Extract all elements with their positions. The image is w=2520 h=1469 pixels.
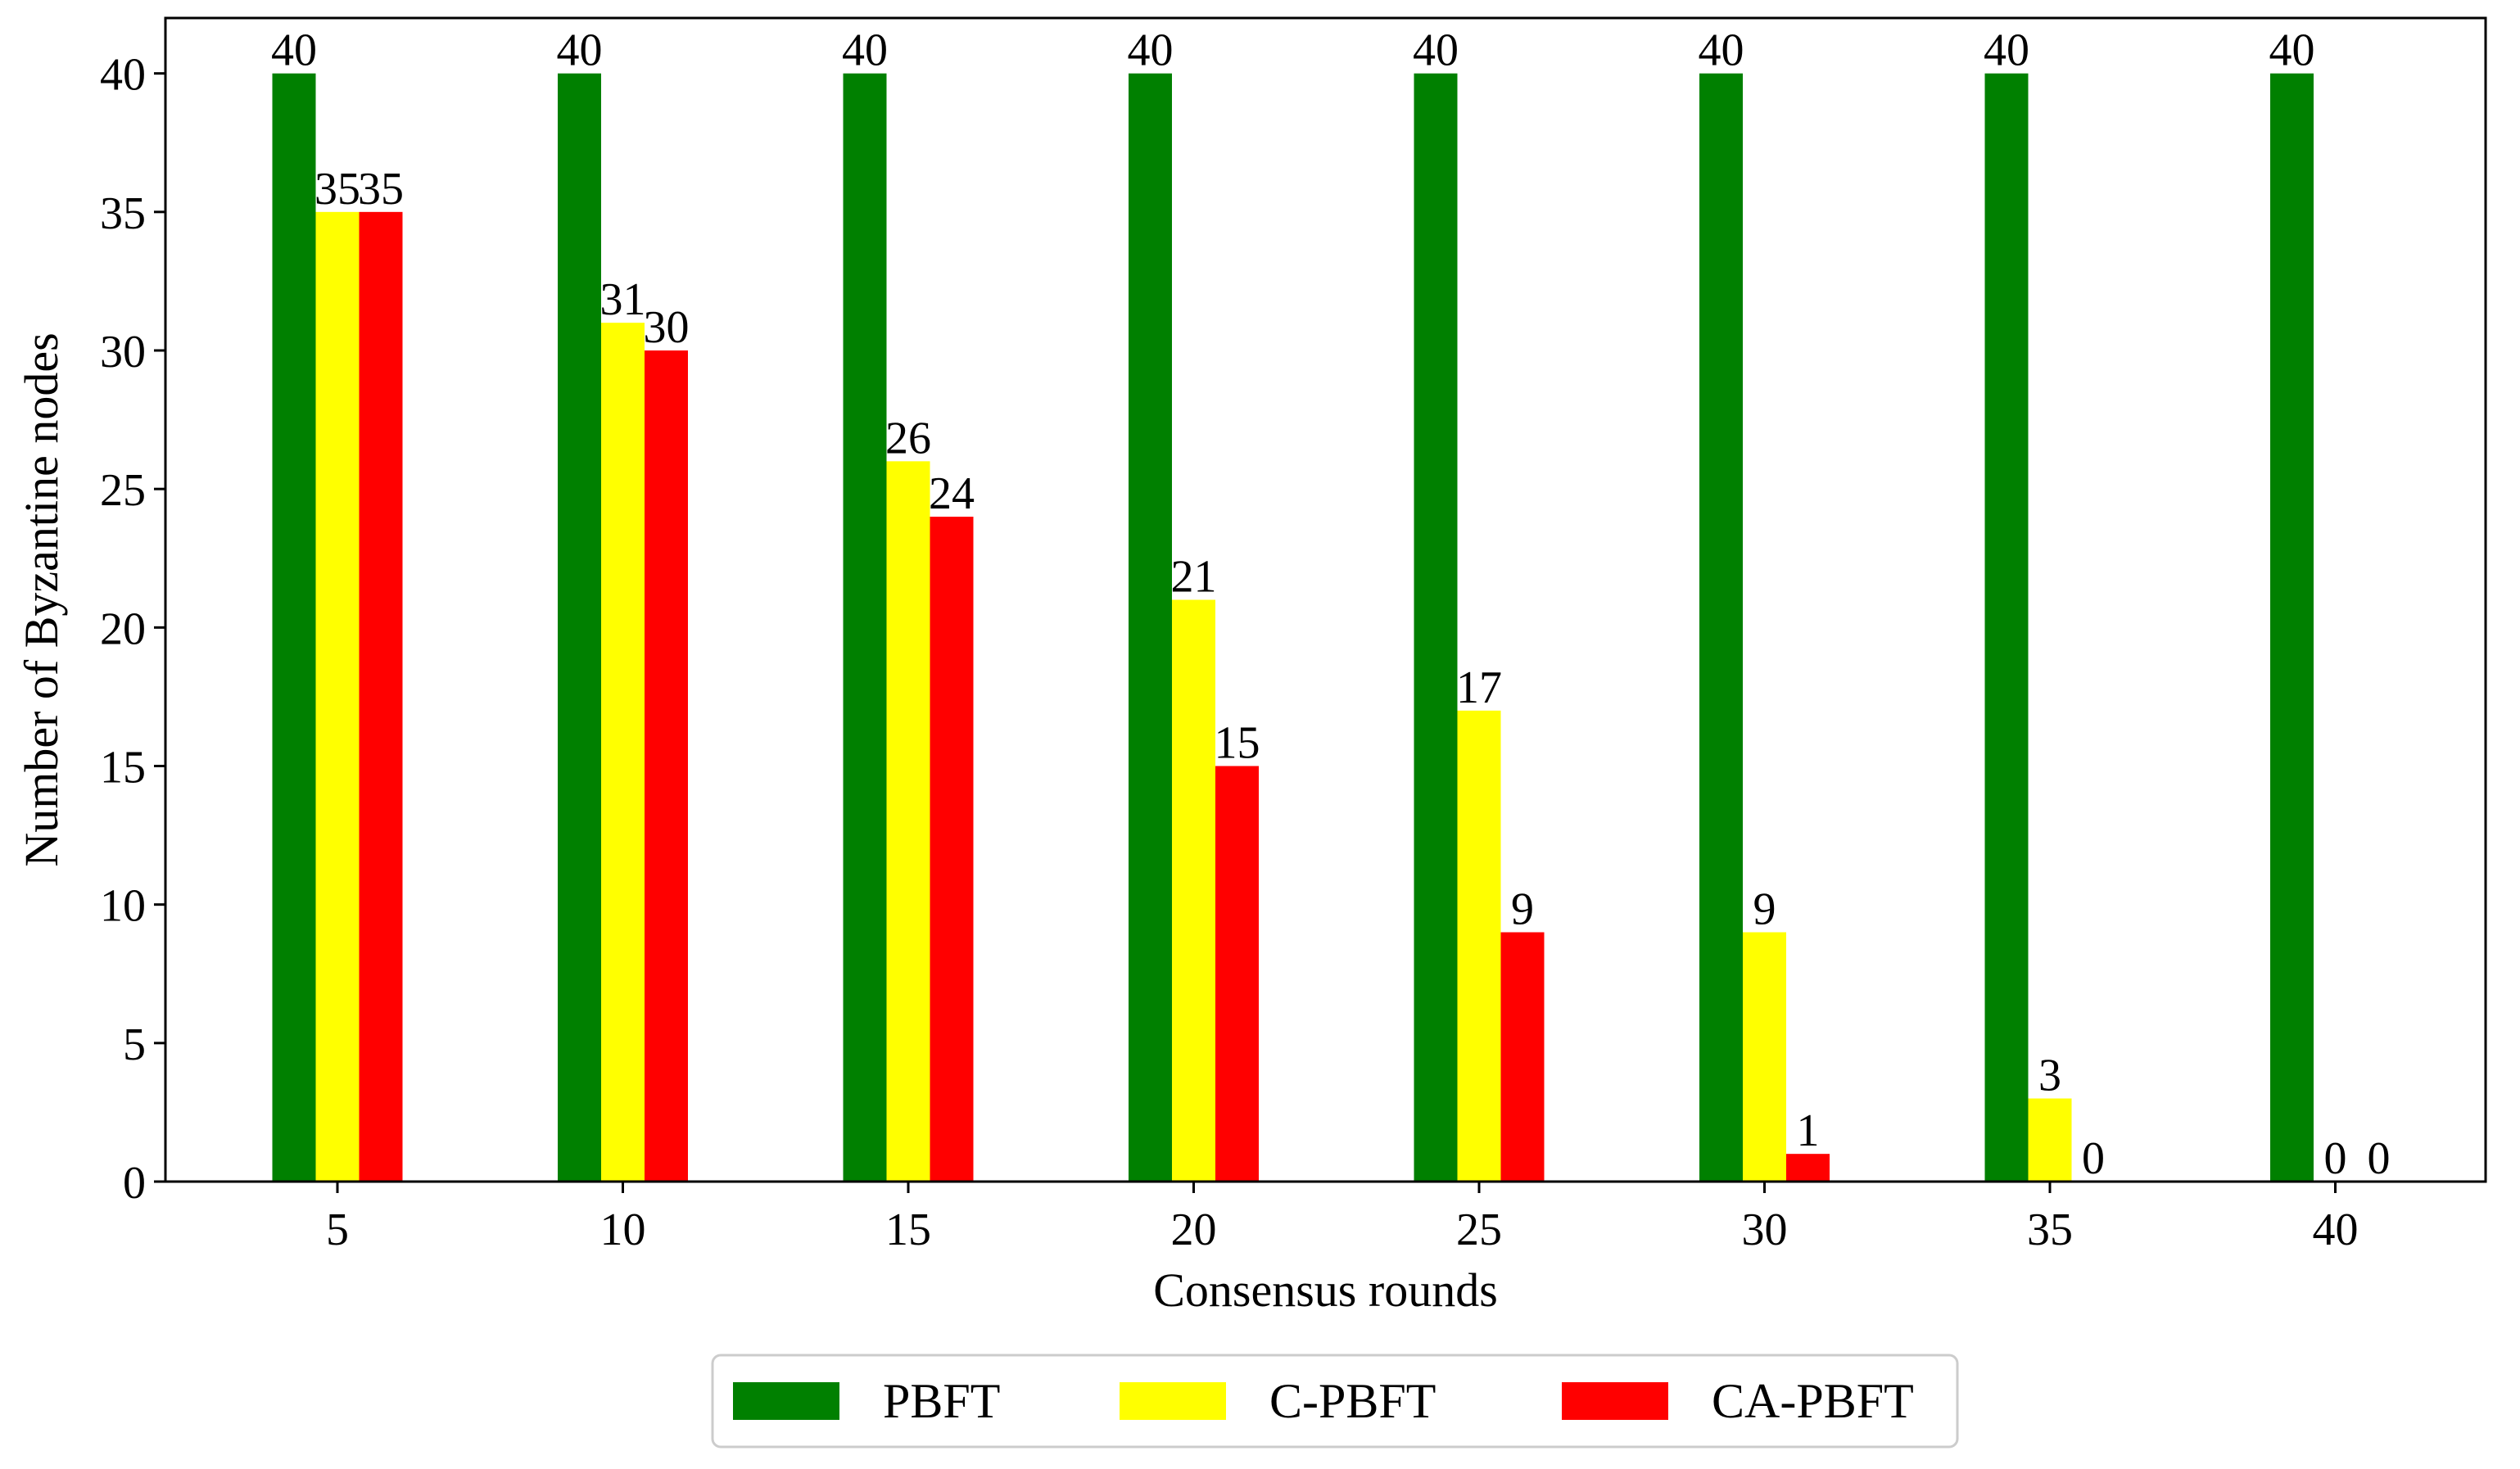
- data-label: 35: [314, 164, 360, 215]
- y-tick-label: 35: [100, 188, 146, 239]
- bar-pbft-40: [2270, 73, 2314, 1182]
- data-label: 40: [842, 25, 888, 76]
- data-label: 40: [1984, 25, 2029, 76]
- data-label: 24: [929, 468, 975, 519]
- data-label: 40: [1128, 25, 1174, 76]
- y-tick-label: 20: [100, 603, 146, 654]
- bar-c-pbft-10: [601, 323, 645, 1182]
- data-labels-layer: 4035354031304026244021154017940914030400…: [271, 25, 2391, 1184]
- x-tick-label: 5: [326, 1205, 349, 1255]
- data-label: 35: [358, 164, 404, 215]
- data-label: 30: [644, 302, 690, 353]
- x-tick-label: 10: [600, 1205, 646, 1255]
- legend-swatch-ca-pbft: [1562, 1382, 1668, 1420]
- data-label: 31: [600, 274, 646, 325]
- x-tick-label: 20: [1171, 1205, 1217, 1255]
- bar-ca-pbft-30: [1786, 1154, 1830, 1182]
- y-axis-title: Number of Byzantine nodes: [15, 332, 68, 866]
- bar-ca-pbft-20: [1215, 766, 1259, 1182]
- y-tick-label: 0: [123, 1158, 146, 1209]
- data-label: 26: [885, 413, 931, 463]
- bar-c-pbft-30: [1743, 932, 1786, 1182]
- legend-label-c-pbft: C-PBFT: [1269, 1374, 1436, 1428]
- y-tick-label: 10: [100, 881, 146, 932]
- x-tick-label: 35: [2027, 1205, 2073, 1255]
- bar-ca-pbft-10: [645, 350, 688, 1182]
- bar-c-pbft-5: [315, 211, 360, 1182]
- data-label: 40: [271, 25, 317, 76]
- data-label: 40: [1413, 25, 1459, 76]
- data-label: 15: [1215, 718, 1260, 769]
- y-tick-label: 30: [100, 327, 146, 377]
- y-tick-label: 25: [100, 465, 146, 516]
- bar-c-pbft-25: [1457, 710, 1501, 1182]
- data-label: 40: [557, 25, 603, 76]
- bar-pbft-25: [1414, 73, 1458, 1182]
- legend-swatch-pbft: [733, 1382, 839, 1420]
- data-label: 0: [2368, 1133, 2391, 1184]
- bar-pbft-35: [1984, 73, 2029, 1182]
- bar-c-pbft-15: [886, 461, 930, 1182]
- bar-c-pbft-20: [1172, 599, 1215, 1182]
- data-label: 9: [1753, 884, 1776, 935]
- plot-frame: [164, 16, 2487, 1183]
- bar-pbft-30: [1699, 73, 1743, 1182]
- bars-layer: [272, 73, 2314, 1182]
- bar-pbft-10: [558, 73, 601, 1182]
- data-label: 40: [1699, 25, 1744, 76]
- data-label: 1: [1797, 1105, 1820, 1156]
- bar-pbft-5: [272, 73, 316, 1182]
- data-label: 0: [2082, 1133, 2105, 1184]
- x-tick-label: 25: [1456, 1205, 1502, 1255]
- data-label: 21: [1171, 552, 1217, 603]
- bar-ca-pbft-15: [930, 517, 974, 1182]
- x-axis-title: Consensus rounds: [1153, 1263, 1498, 1317]
- legend: PBFT C-PBFT CA-PBFT: [711, 1354, 1959, 1449]
- data-label: 3: [2038, 1051, 2061, 1101]
- x-tick-label: 40: [2313, 1205, 2359, 1255]
- y-tick-label: 5: [123, 1019, 146, 1070]
- bar-pbft-20: [1129, 73, 1172, 1182]
- bar-ca-pbft-5: [359, 211, 403, 1182]
- bar-c-pbft-35: [2028, 1098, 2072, 1182]
- legend-label-pbft: PBFT: [883, 1374, 1000, 1428]
- data-label: 40: [2269, 25, 2315, 76]
- y-axis: 0 5 10 15 20 25 30 35 40: [100, 50, 165, 1209]
- data-label: 9: [1511, 884, 1534, 935]
- legend-swatch-c-pbft: [1120, 1382, 1226, 1420]
- bar-ca-pbft-25: [1500, 932, 1545, 1182]
- data-label: 0: [2324, 1133, 2347, 1184]
- bar-pbft-15: [843, 73, 887, 1182]
- y-tick-label: 15: [100, 743, 146, 793]
- legend-box: [711, 1354, 1959, 1449]
- x-tick-label: 15: [885, 1205, 931, 1255]
- x-tick-label: 30: [1742, 1205, 1788, 1255]
- data-label: 17: [1456, 662, 1502, 713]
- legend-items: PBFT C-PBFT CA-PBFT: [733, 1374, 1914, 1428]
- legend-label-ca-pbft: CA-PBFT: [1712, 1374, 1914, 1428]
- y-tick-label: 40: [100, 50, 146, 101]
- x-axis: 5 10 15 20 25 30 35 40: [326, 1182, 2359, 1255]
